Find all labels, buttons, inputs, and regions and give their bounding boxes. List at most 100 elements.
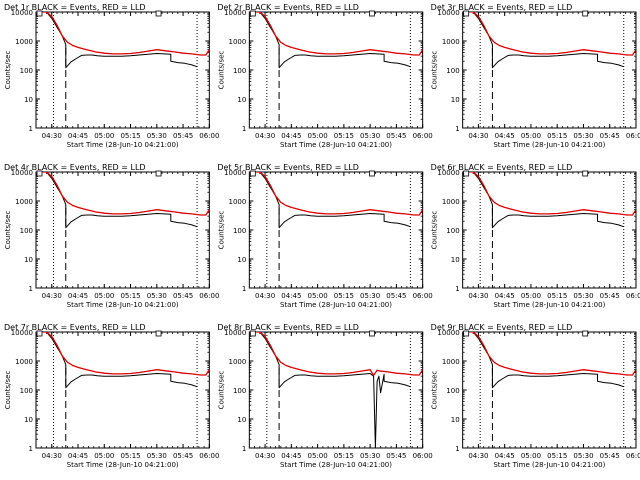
- top-marker-box: [463, 170, 470, 177]
- events-series-line: [249, 172, 411, 229]
- x-tick-label: 04:30: [42, 132, 62, 140]
- y-tick-label: 1000: [15, 198, 33, 206]
- y-tick-label: 1: [455, 445, 459, 453]
- chart-panel-6: Det 6r BLACK = Events, RED = LLD 1 10 100 10…: [431, 163, 640, 309]
- x-tick-label: 04:30: [42, 292, 62, 300]
- lld-series-line: [249, 12, 423, 56]
- y-axis-label: Counts/sec: [431, 51, 439, 90]
- top-marker-box: [155, 330, 162, 337]
- x-tick-label: 06:00: [413, 132, 433, 140]
- x-tick-label: 06:00: [626, 132, 640, 140]
- lld-series-line: [249, 332, 423, 377]
- top-marker-box: [155, 10, 162, 17]
- x-tick-label: 04:30: [255, 452, 275, 460]
- chart-title: Det 8r BLACK = Events, RED = LLD: [217, 323, 359, 332]
- chart-panel-3: Det 3r BLACK = Events, RED = LLD 1 10 100 10…: [431, 3, 640, 149]
- y-tick-label: 100: [446, 387, 459, 395]
- y-tick-label: 10: [237, 416, 246, 424]
- x-tick-label: 04:45: [68, 292, 88, 300]
- x-tick-label: 05:00: [94, 452, 114, 460]
- x-tick-label: 05:30: [573, 292, 593, 300]
- top-marker-box: [368, 10, 375, 17]
- y-tick-label: 1: [242, 125, 246, 133]
- x-tick-label: 05:00: [94, 132, 114, 140]
- y-axis-label: Counts/sec: [431, 371, 439, 410]
- top-marker-box: [36, 170, 43, 177]
- y-tick-label: 1000: [15, 358, 33, 366]
- y-tick-label: 100: [233, 67, 246, 75]
- plot-frame: [35, 11, 210, 129]
- y-axis-label: Counts/sec: [217, 371, 225, 410]
- y-tick-label: 1: [455, 285, 459, 293]
- y-axis-label: Counts/sec: [4, 51, 12, 90]
- y-tick-label: 1000: [229, 198, 247, 206]
- x-tick-label: 04:45: [281, 292, 301, 300]
- x-tick-label: 05:45: [173, 132, 193, 140]
- y-tick-label: 10000: [224, 9, 246, 17]
- plot-frame: [35, 171, 210, 289]
- x-axis-label: Start Time (28-Jun-10 04:21:00): [67, 461, 179, 469]
- top-marker-box: [463, 330, 470, 337]
- chart-title: Det 5r BLACK = Events, RED = LLD: [217, 163, 359, 172]
- x-tick-label: 05:00: [94, 292, 114, 300]
- x-tick-label: 05:00: [521, 132, 541, 140]
- y-tick-label: 1: [455, 125, 459, 133]
- x-tick-label: 05:00: [308, 292, 328, 300]
- x-tick-label: 05:15: [334, 292, 354, 300]
- x-tick-label: 04:30: [468, 132, 488, 140]
- y-tick-label: 100: [446, 67, 459, 75]
- lld-series-line: [36, 172, 210, 216]
- lld-series-line: [462, 12, 636, 56]
- y-tick-label: 10000: [224, 329, 246, 337]
- x-tick-label: 05:30: [147, 292, 167, 300]
- x-tick-label: 04:30: [468, 292, 488, 300]
- x-tick-label: 04:30: [255, 292, 275, 300]
- plot-frame: [248, 171, 424, 289]
- top-marker-box: [249, 330, 256, 337]
- y-tick-label: 1000: [15, 38, 33, 46]
- x-tick-label: 05:15: [334, 132, 354, 140]
- x-tick-label: 04:45: [281, 452, 301, 460]
- chart-panel-9: Det 9r BLACK = Events, RED = LLD 1 10 100 10…: [431, 323, 640, 469]
- y-tick-label: 100: [20, 387, 33, 395]
- y-tick-label: 100: [233, 387, 246, 395]
- top-marker-box: [368, 170, 375, 177]
- x-tick-label: 04:45: [495, 132, 515, 140]
- y-tick-label: 10000: [437, 169, 459, 177]
- x-tick-label: 05:00: [308, 132, 328, 140]
- x-tick-label: 05:15: [547, 292, 567, 300]
- chart-title: Det 1r BLACK = Events, RED = LLD: [4, 3, 146, 12]
- events-series-line: [462, 332, 624, 389]
- y-tick-label: 10: [24, 96, 33, 104]
- y-axis-label: Counts/sec: [217, 211, 225, 250]
- y-tick-label: 10: [451, 416, 460, 424]
- x-tick-label: 04:45: [495, 452, 515, 460]
- x-tick-label: 05:30: [147, 132, 167, 140]
- y-tick-label: 10: [451, 256, 460, 264]
- events-series-line: [36, 12, 198, 69]
- x-tick-label: 05:15: [547, 452, 567, 460]
- events-series-line: [36, 332, 198, 389]
- x-tick-label: 04:45: [68, 132, 88, 140]
- plot-frame: [462, 331, 637, 449]
- top-marker-box: [582, 330, 589, 337]
- y-axis-label: Counts/sec: [4, 371, 12, 410]
- x-tick-label: 06:00: [626, 292, 640, 300]
- x-tick-label: 05:45: [600, 132, 620, 140]
- chart-title: Det 9r BLACK = Events, RED = LLD: [431, 323, 573, 332]
- lld-series-line: [462, 332, 636, 376]
- chart-title: Det 2r BLACK = Events, RED = LLD: [217, 3, 359, 12]
- top-marker-box: [36, 10, 43, 17]
- lld-series-line: [462, 172, 636, 216]
- y-tick-label: 1000: [442, 358, 460, 366]
- chart-title: Det 4r BLACK = Events, RED = LLD: [4, 163, 146, 172]
- y-tick-label: 1: [29, 445, 33, 453]
- top-marker-box: [36, 330, 43, 337]
- x-tick-label: 04:45: [495, 292, 515, 300]
- y-tick-label: 100: [233, 227, 246, 235]
- y-tick-label: 10000: [224, 169, 246, 177]
- events-series-line: [462, 172, 624, 229]
- x-tick-label: 05:45: [386, 292, 406, 300]
- x-tick-label: 04:45: [68, 452, 88, 460]
- y-axis-label: Counts/sec: [431, 211, 439, 250]
